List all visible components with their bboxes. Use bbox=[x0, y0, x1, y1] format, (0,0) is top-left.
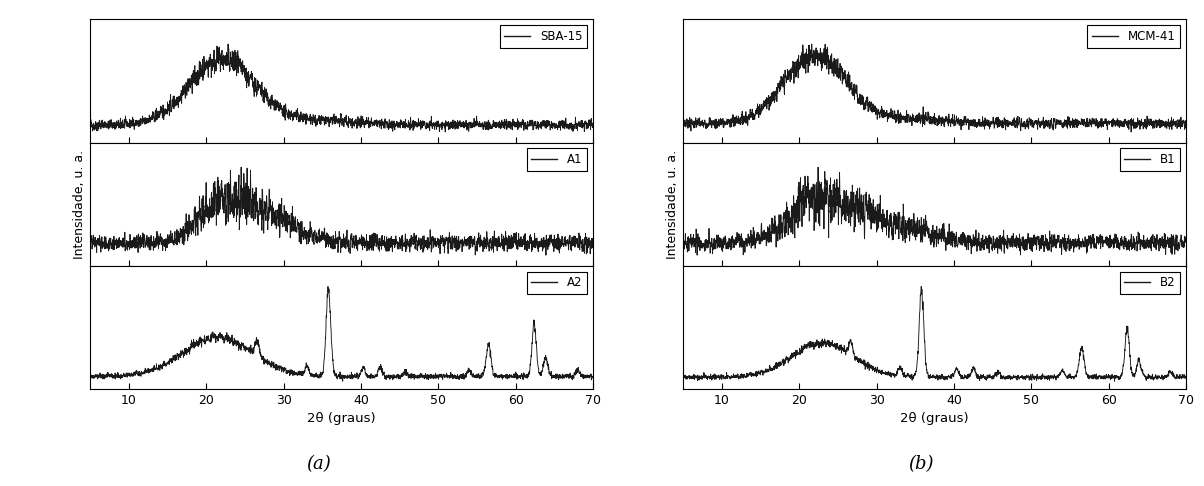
Legend: SBA-15: SBA-15 bbox=[500, 25, 588, 48]
Legend: B2: B2 bbox=[1120, 272, 1180, 294]
X-axis label: 2θ (graus): 2θ (graus) bbox=[307, 412, 376, 425]
Text: (a): (a) bbox=[307, 455, 331, 473]
Y-axis label: Intensidade, u. a.: Intensidade, u. a. bbox=[666, 150, 679, 259]
Legend: A2: A2 bbox=[526, 272, 588, 294]
X-axis label: 2θ (graus): 2θ (graus) bbox=[901, 412, 969, 425]
Text: (b): (b) bbox=[908, 455, 934, 473]
Legend: B1: B1 bbox=[1120, 148, 1180, 171]
Y-axis label: Intensidade, u. a.: Intensidade, u. a. bbox=[73, 150, 87, 259]
Legend: A1: A1 bbox=[526, 148, 588, 171]
Legend: MCM-41: MCM-41 bbox=[1087, 25, 1180, 48]
